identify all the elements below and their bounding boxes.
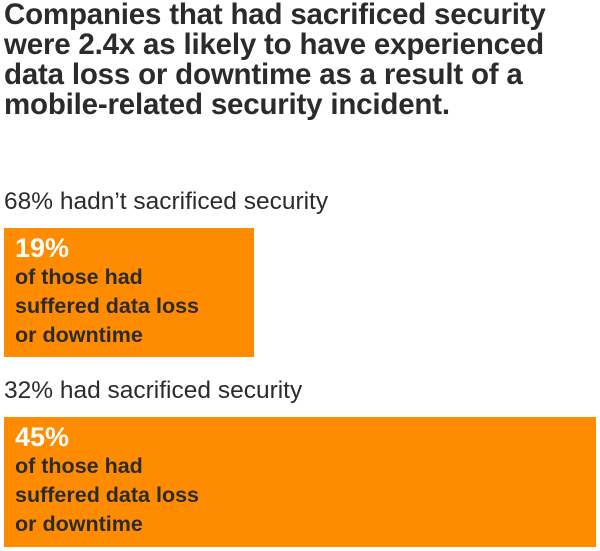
- group-label-sacrificed: 32% had sacrificed security: [4, 377, 303, 404]
- bar-description: of those had suffered data loss or downt…: [15, 454, 199, 536]
- bar-description: of those had suffered data loss or downt…: [15, 265, 199, 347]
- bar-value-label: 19%: [15, 233, 70, 263]
- bar-not-sacrificed: 19% of those had suffered data loss or d…: [4, 228, 254, 357]
- bar-sacrificed: 45% of those had suffered data loss or d…: [4, 417, 596, 547]
- chart-title: Companies that had sacrificed security w…: [4, 0, 546, 121]
- bar-value-label: 45%: [15, 422, 70, 452]
- group-label-not-sacrificed: 68% hadn’t sacrificed security: [4, 188, 329, 215]
